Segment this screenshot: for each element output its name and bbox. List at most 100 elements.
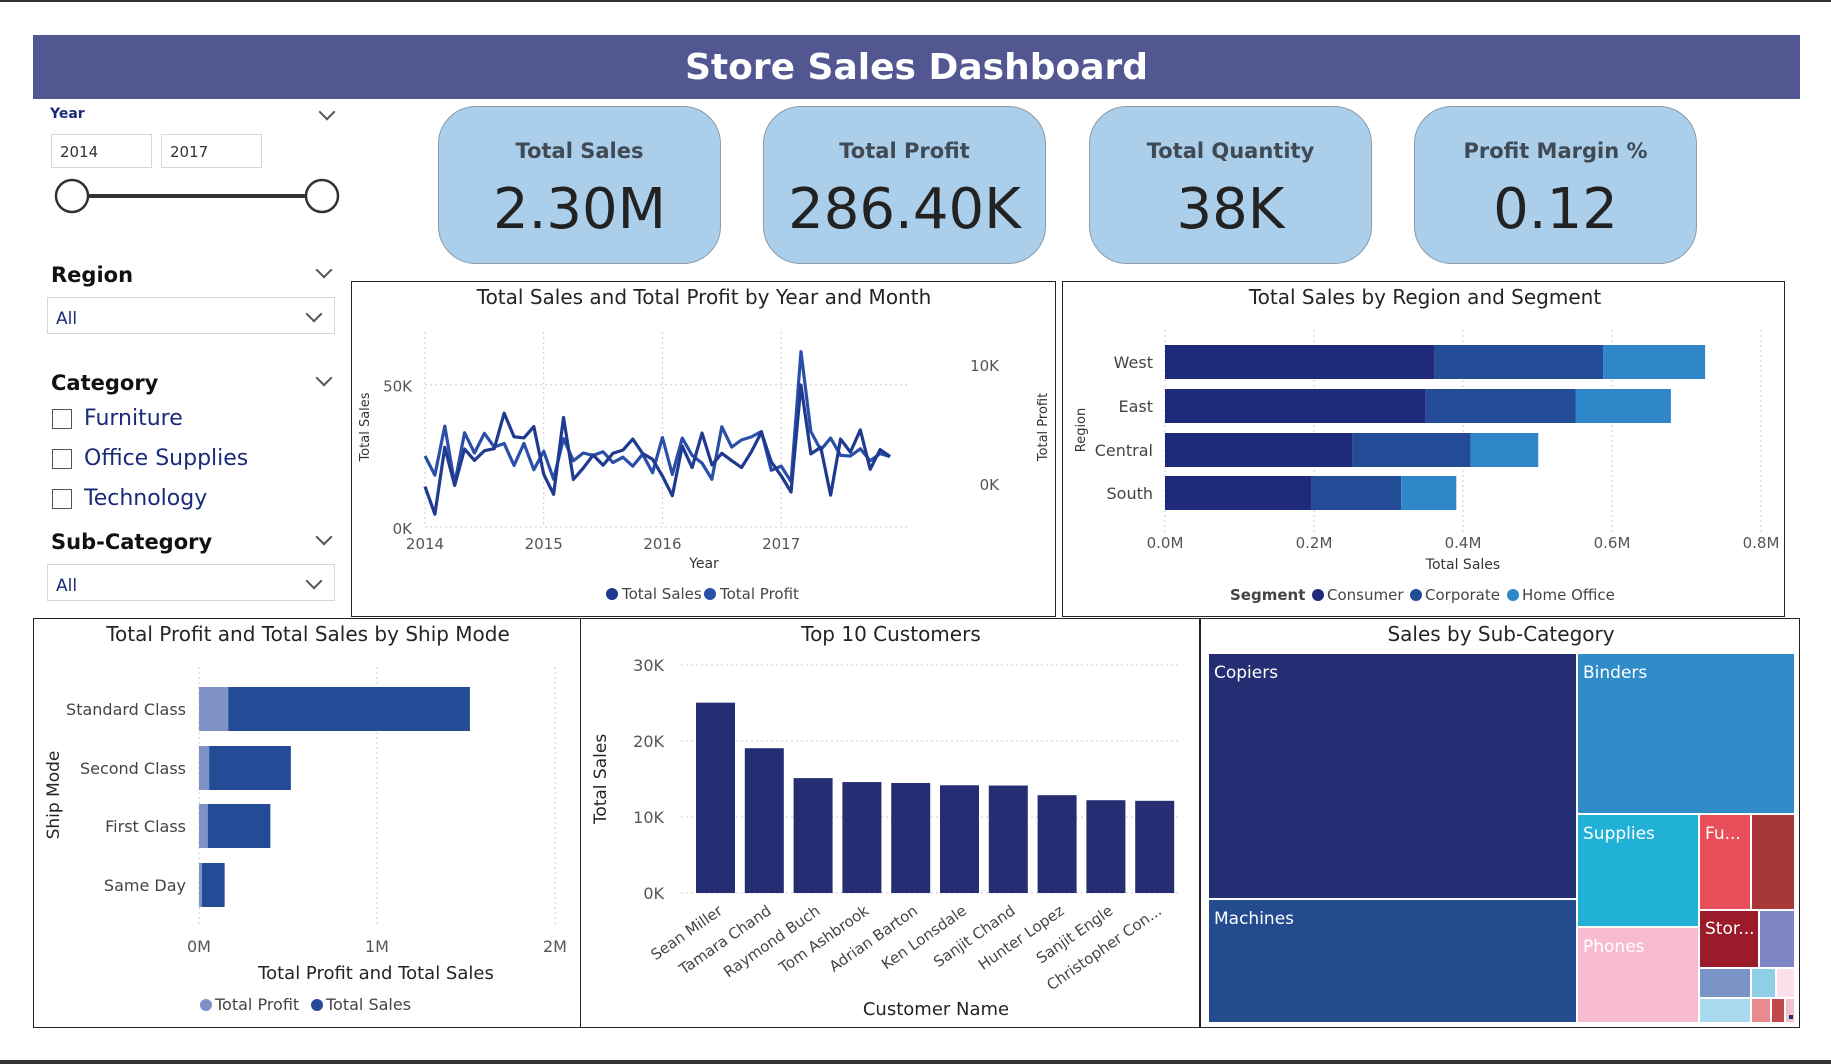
checkbox-office-supplies[interactable] xyxy=(52,449,72,469)
bar-second-class-total-sales[interactable] xyxy=(209,746,291,790)
region-chart-panel[interactable]: Total Sales by Region and Segment 0.0M 0.… xyxy=(1062,281,1785,617)
bar-same-day-total-sales[interactable] xyxy=(201,863,225,907)
customer-bar[interactable] xyxy=(940,785,979,893)
region-segment-bar-chart: Total Sales by Region and Segment 0.0M 0.… xyxy=(1074,285,1779,604)
top-customers-chart-panel[interactable]: Top 10 Customers 0K 10K 20K 30K Sean Miller T… xyxy=(580,618,1200,1028)
bar-west-home-office[interactable] xyxy=(1603,345,1706,379)
bar-west-corporate[interactable] xyxy=(1434,345,1604,379)
customers-y-tick-label: 20K xyxy=(633,732,664,751)
treemap-tile-appliances[interactable] xyxy=(1698,967,1752,999)
bar-second-class-total-profit[interactable] xyxy=(199,746,210,790)
treemap-label-copiers: Copiers xyxy=(1214,663,1278,683)
subcategory-dropdown[interactable]: All xyxy=(47,564,335,601)
customer-bar[interactable] xyxy=(696,702,735,893)
category-option-technology[interactable]: Technology xyxy=(84,486,208,511)
treemap-tile-accessories[interactable] xyxy=(1775,967,1796,999)
treemap-label-furnishings: Fu... xyxy=(1705,824,1741,844)
year-collapse-chevron-icon[interactable] xyxy=(318,103,336,121)
shipmode-bar-chart: Total Profit and Total Sales by Ship Mod… xyxy=(44,622,567,1014)
bar-south-consumer[interactable] xyxy=(1165,476,1312,510)
line-x-tick-label: 2016 xyxy=(643,535,681,553)
treemap-tile-phones[interactable] xyxy=(1576,926,1700,1024)
shipmode-x-tick-label: 2M xyxy=(543,937,567,956)
year-to-input[interactable]: 2017 xyxy=(161,134,262,168)
checkbox-technology[interactable] xyxy=(52,489,72,509)
customer-bar[interactable] xyxy=(1086,800,1126,893)
customer-bar[interactable] xyxy=(1037,795,1077,893)
treemap-tile-fasteners[interactable] xyxy=(1789,1015,1793,1019)
slider-handle-start[interactable] xyxy=(54,178,90,214)
treemap-tile-binders[interactable] xyxy=(1576,652,1796,815)
bar-east-home-office[interactable] xyxy=(1575,389,1671,423)
treemap-tile-supplies[interactable] xyxy=(1576,813,1700,928)
region-y-tick-label: Central xyxy=(1095,441,1153,460)
treemap-tile-copiers[interactable] xyxy=(1207,652,1578,900)
bar-first-class-total-profit[interactable] xyxy=(199,804,208,848)
bar-east-corporate[interactable] xyxy=(1425,389,1576,423)
legend-marker-consumer xyxy=(1312,589,1324,601)
customers-y-tick-label: 0K xyxy=(643,884,664,903)
customer-bar[interactable] xyxy=(793,778,833,893)
bar-south-home-office[interactable] xyxy=(1401,476,1457,510)
bar-standard-class-total-sales[interactable] xyxy=(228,687,470,731)
kpi-card-total-profit: Total Profit 286.40K xyxy=(763,106,1046,264)
year-range-slider[interactable] xyxy=(48,176,348,216)
kpi-card-total-sales: Total Sales 2.30M xyxy=(438,106,721,264)
treemap-tile-chairs[interactable] xyxy=(1698,997,1752,1024)
bar-south-corporate[interactable] xyxy=(1311,476,1402,510)
treemap-tile-labels[interactable] xyxy=(1784,997,1796,1024)
bar-central-corporate[interactable] xyxy=(1352,433,1471,467)
bar-central-home-office[interactable] xyxy=(1470,433,1539,467)
treemap-tile-machines[interactable] xyxy=(1207,898,1578,1024)
customer-bar[interactable] xyxy=(891,782,931,893)
bar-same-day-total-profit[interactable] xyxy=(199,863,202,907)
region-dropdown[interactable]: All xyxy=(47,297,335,334)
bar-standard-class-total-profit[interactable] xyxy=(199,687,229,731)
category-option-office-supplies[interactable]: Office Supplies xyxy=(84,446,249,471)
customer-bar[interactable] xyxy=(842,782,882,893)
line-y2-tick-label: 10K xyxy=(970,357,1000,375)
customer-bar[interactable] xyxy=(1135,800,1175,893)
kpi-value: 0.12 xyxy=(1493,177,1618,242)
category-option-furniture[interactable]: Furniture xyxy=(84,406,183,431)
treemap-tile-envelopes[interactable] xyxy=(1770,997,1786,1024)
customer-bar[interactable] xyxy=(744,748,784,893)
kpi-label: Profit Margin % xyxy=(1463,139,1648,163)
treemap-label-machines: Machines xyxy=(1214,909,1294,929)
checkbox-furniture[interactable] xyxy=(52,409,72,429)
legend-label-home-office: Home Office xyxy=(1522,586,1615,604)
year-from-input[interactable]: 2014 xyxy=(51,134,152,168)
region-y-tick-label: East xyxy=(1118,397,1153,416)
bar-east-consumer[interactable] xyxy=(1165,389,1426,423)
series-line-total-profit[interactable] xyxy=(423,349,891,486)
shipmode-y-tick-label: Second Class xyxy=(80,759,186,778)
treemap-title: Sales by Sub-Category xyxy=(1387,622,1614,646)
category-slicer-label: Category xyxy=(51,371,159,395)
bar-west-consumer[interactable] xyxy=(1165,345,1435,379)
treemap-tile-bookcases[interactable] xyxy=(1750,997,1772,1024)
slider-handle-end[interactable] xyxy=(304,178,340,214)
subcategory-dropdown-value: All xyxy=(56,576,78,596)
region-collapse-chevron-icon[interactable] xyxy=(315,261,333,279)
shipmode-x-tick-label: 1M xyxy=(365,937,389,956)
top-customers-chart-title: Top 10 Customers xyxy=(800,622,980,646)
line-y2-tick-label: 0K xyxy=(980,476,1001,494)
series-line-total-sales[interactable] xyxy=(423,383,891,516)
subcategory-treemap-panel[interactable]: Sales by Sub-Category Copiers Machines B… xyxy=(1200,618,1800,1028)
line-chart-panel[interactable]: Total Sales and Total Profit by Year and… xyxy=(351,281,1056,617)
treemap-tile-paper[interactable] xyxy=(1750,967,1777,999)
subcategory-collapse-chevron-icon[interactable] xyxy=(315,528,333,546)
category-collapse-chevron-icon[interactable] xyxy=(315,369,333,387)
legend-label-total-profit: Total Profit xyxy=(719,585,799,603)
legend-label-corporate: Corporate xyxy=(1425,586,1500,604)
shipmode-chart-panel[interactable]: Total Profit and Total Sales by Ship Mod… xyxy=(33,618,581,1028)
shipmode-chart-title: Total Profit and Total Sales by Ship Mod… xyxy=(105,622,510,646)
treemap-tile-tables[interactable] xyxy=(1750,813,1796,911)
customer-bar[interactable] xyxy=(988,785,1028,893)
bar-first-class-total-sales[interactable] xyxy=(207,804,271,848)
bar-central-consumer[interactable] xyxy=(1165,433,1353,467)
region-y-axis-title: Region xyxy=(1074,408,1089,453)
shipmode-y-tick-label: Same Day xyxy=(104,876,186,895)
treemap-tile-art[interactable] xyxy=(1758,909,1796,969)
legend-label-consumer: Consumer xyxy=(1327,586,1404,604)
